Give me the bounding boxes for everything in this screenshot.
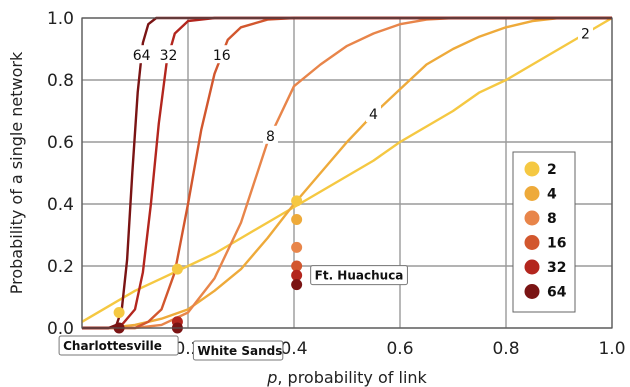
legend-marker (524, 259, 540, 275)
legend-marker (524, 210, 540, 226)
site-point (291, 269, 303, 281)
x-axis-title: p, probability of link (266, 368, 427, 387)
legend-marker (524, 161, 540, 177)
curve-label-2: 2 (581, 27, 590, 43)
site-point (291, 279, 303, 291)
curve-label-32: 32 (160, 48, 178, 64)
site-points (113, 195, 303, 334)
site-label: White Sands (197, 344, 282, 358)
y-tick-label: 0.4 (47, 195, 74, 215)
curve-labels: 2 4 8 16 32 64 (129, 23, 593, 145)
legend-marker (524, 235, 540, 250)
y-tick-label: 0.8 (47, 71, 74, 91)
site-point (291, 241, 303, 253)
curve-label-8: 8 (266, 129, 275, 145)
y-tick-label: 0.0 (47, 319, 74, 339)
curve-label-64: 64 (133, 48, 151, 64)
x-axis-title-variable: p (266, 368, 277, 387)
legend-label: 64 (547, 285, 567, 301)
y-axis-title: Probability of a single network (7, 51, 26, 294)
legend-marker (524, 284, 540, 299)
legend-marker (524, 186, 540, 201)
curve-label-bg (366, 104, 381, 123)
curve-label-bg (578, 23, 593, 42)
y-tick-label: 0.2 (47, 257, 74, 277)
site-label-box (310, 265, 408, 286)
site-label-box (192, 340, 284, 361)
legend-label: 8 (547, 211, 557, 227)
x-tick-label: 0.8 (492, 339, 519, 359)
x-tick-label: 1.0 (598, 339, 625, 359)
site-point (113, 307, 125, 318)
site-point (291, 260, 303, 272)
legend-label: 4 (547, 187, 557, 203)
plot-frame (81, 17, 613, 329)
curve-label-bg (262, 125, 278, 144)
site-label-box (58, 335, 179, 356)
site-label: Ft. Huachuca (315, 269, 404, 283)
site-point (171, 263, 183, 275)
y-tick-label: 1.0 (47, 9, 74, 29)
curve-label-bg (156, 45, 181, 64)
series-line-2 (81, 16, 613, 323)
x-axis-title-text: , probability of link (277, 368, 427, 387)
site-point (291, 214, 303, 225)
site-point (291, 195, 303, 207)
curve-label-4: 4 (369, 107, 378, 123)
site-label: Charlottesville (63, 339, 162, 353)
legend-label: 32 (547, 260, 566, 276)
curve-label-bg (209, 45, 234, 64)
x-tick-label: 0.6 (386, 339, 413, 359)
annotations: Charlottesville White Sands Ft. Huachuca (58, 265, 408, 361)
curve-label-16: 16 (213, 48, 231, 64)
legend-label: 2 (547, 162, 557, 178)
legend-box (512, 151, 576, 313)
series-line-4 (82, 16, 612, 330)
x-tick-label: 0.4 (280, 339, 307, 359)
y-tick-label: 0.6 (47, 133, 74, 153)
legend-label: 16 (547, 236, 566, 252)
legend: 2 4 8 16 32 64 (512, 151, 576, 313)
curve-label-bg (129, 45, 154, 64)
